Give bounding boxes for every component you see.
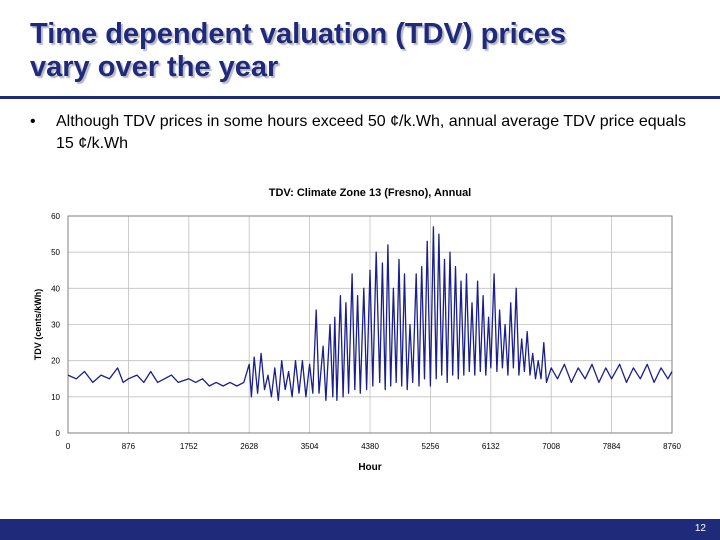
- y-tick-label: 0: [56, 429, 61, 438]
- y-tick-label: 10: [51, 393, 60, 402]
- x-tick-label: 8760: [663, 442, 681, 451]
- y-axis-label: TDV (cents/kWh): [33, 289, 43, 361]
- bullet-point: • Although TDV prices in some hours exce…: [30, 111, 700, 155]
- title-line-2: vary over the year: [30, 51, 279, 83]
- bullet-symbol: •: [30, 113, 36, 130]
- y-tick-label: 20: [51, 357, 60, 366]
- x-tick-label: 7008: [542, 442, 560, 451]
- slide-title: Time dependent valuation (TDV) prices va…: [30, 18, 566, 84]
- tdv-line-chart: TDV: Climate Zone 13 (Fresno), Annual 0 10…: [33, 187, 681, 473]
- footer-bar: 12: [0, 519, 720, 540]
- x-tick-label: 2628: [240, 442, 258, 451]
- plot-frame: [67, 215, 673, 434]
- y-tick-label: 40: [51, 284, 60, 293]
- y-tick-label: 30: [51, 321, 60, 330]
- title-line-1: Time dependent valuation (TDV) prices: [30, 18, 567, 50]
- chart-title: TDV: Climate Zone 13 (Fresno), Annual: [269, 187, 472, 199]
- x-tick-label: 4380: [361, 442, 379, 451]
- bullet-text: Although TDV prices in some hours exceed…: [56, 113, 686, 152]
- series-line-0: [67, 226, 673, 402]
- y-tick-label: 50: [51, 248, 60, 257]
- y-tick-label: 60: [51, 212, 60, 221]
- x-tick-label: 7884: [603, 442, 621, 451]
- x-tick-label: 0: [66, 442, 71, 451]
- x-tick-label: 3504: [301, 442, 319, 451]
- x-tick-label: 1752: [180, 442, 198, 451]
- x-tick-label: 876: [122, 442, 136, 451]
- x-tick-label: 5256: [422, 442, 440, 451]
- x-tick-label: 6132: [482, 442, 500, 451]
- x-axis-label: Hour: [358, 462, 381, 473]
- page-number: 12: [694, 523, 706, 534]
- title-divider: [0, 96, 720, 99]
